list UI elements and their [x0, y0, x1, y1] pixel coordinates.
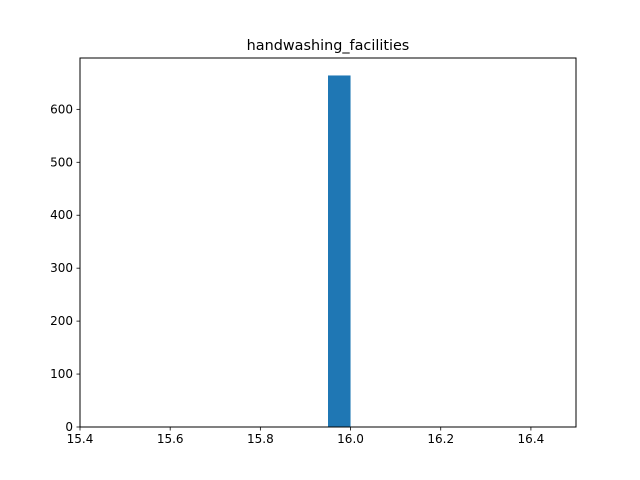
- y-tick-label: 600: [50, 102, 73, 116]
- y-tick-label: 200: [50, 314, 73, 328]
- x-tick-label: 15.8: [247, 432, 274, 446]
- plot-area-frame: [79, 57, 577, 428]
- y-axis: 0 100 200 300 400 500 600: [50, 102, 80, 434]
- y-tick-label: 0: [65, 420, 73, 434]
- x-tick-label: 16.0: [337, 432, 364, 446]
- chart-title: handwashing_facilities: [247, 38, 410, 54]
- x-tick-label: 15.4: [67, 432, 94, 446]
- x-tick-label: 16.2: [427, 432, 454, 446]
- y-tick-label: 500: [50, 155, 73, 169]
- histogram-bar: [328, 75, 351, 428]
- x-tick-label: 15.6: [157, 432, 184, 446]
- bars-group: [328, 75, 351, 428]
- y-tick-label: 400: [50, 208, 73, 222]
- y-tick-label: 300: [50, 261, 73, 275]
- x-axis: 15.4 15.6 15.8 16.0 16.2 16.4: [67, 427, 545, 446]
- x-tick-label: 16.4: [518, 432, 545, 446]
- y-tick-label: 100: [50, 367, 73, 381]
